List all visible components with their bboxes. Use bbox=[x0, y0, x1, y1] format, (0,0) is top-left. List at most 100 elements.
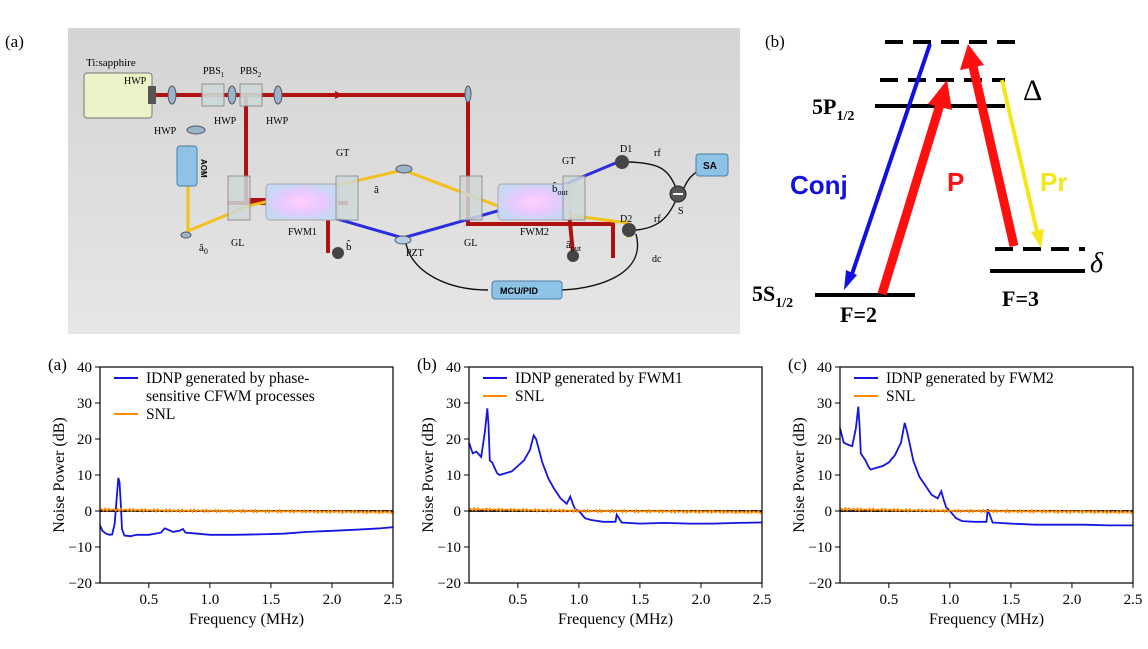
y-tick-label: 0 bbox=[85, 504, 93, 520]
plot-frame bbox=[468, 366, 763, 584]
x-tick-label: 1.0 bbox=[570, 592, 589, 608]
aout-label: âout bbox=[566, 239, 582, 253]
y-axis-label: Noise Power (dB) bbox=[791, 417, 808, 533]
x-tick-label: 2.0 bbox=[692, 592, 711, 608]
fwm1-label: FWM1 bbox=[288, 227, 317, 238]
x-tick-label: 2.5 bbox=[384, 592, 403, 608]
pbs-2 bbox=[239, 83, 263, 107]
y-tick-label: −20 bbox=[809, 576, 832, 592]
y-tick-label: 20 bbox=[446, 432, 461, 448]
d1-label: D1 bbox=[620, 144, 632, 155]
gt-1 bbox=[335, 175, 359, 221]
setup-background bbox=[68, 28, 740, 334]
detector-d1 bbox=[615, 155, 629, 169]
pr-label: Pr bbox=[1040, 167, 1067, 197]
x-tick-label: 1.5 bbox=[1002, 592, 1021, 608]
y-tick-label: −10 bbox=[438, 540, 461, 556]
f2-label: F=2 bbox=[840, 302, 877, 327]
noise-chart-1: (a) 40 30 20 10 0 −10 −20 0.5 1.0 1.5 2.0 2.5 Frequen… bbox=[48, 355, 402, 628]
beam-dump-1 bbox=[332, 247, 344, 259]
delta-label: Δ bbox=[1023, 74, 1042, 107]
rf-cable-1 bbox=[628, 161, 677, 189]
p-arrowhead-1 bbox=[928, 80, 952, 110]
sa-label: SA bbox=[703, 161, 717, 172]
pump-arrow bbox=[335, 91, 343, 99]
legend-label-snl: SNL bbox=[515, 388, 544, 405]
a-label: â bbox=[374, 184, 379, 196]
legend-label-snl: SNL bbox=[886, 388, 915, 405]
p-arrow-2 bbox=[967, 60, 1019, 248]
y-tick-label: 10 bbox=[446, 468, 461, 484]
y-axis-label: Noise Power (dB) bbox=[51, 417, 68, 533]
laser-aperture bbox=[148, 86, 156, 104]
noise-chart-3: (c) 40 30 20 10 0 −10 −20 0.5 1.0 1.5 2.0 2.5 Frequen… bbox=[788, 355, 1142, 628]
y-tick-label: 0 bbox=[454, 504, 462, 520]
p-arrowhead-2 bbox=[960, 44, 984, 70]
y-axis-label: Noise Power (dB) bbox=[420, 417, 437, 533]
x-tick-label: 2.5 bbox=[1124, 592, 1143, 608]
y-tick-label: 20 bbox=[77, 432, 92, 448]
hwp-4 bbox=[186, 125, 206, 135]
pump-beam-main bbox=[156, 93, 615, 258]
gt-2 bbox=[562, 175, 586, 221]
x-tick-label: 2.0 bbox=[323, 592, 342, 608]
y-tick-label: 30 bbox=[446, 396, 461, 412]
plot-frame bbox=[839, 366, 1134, 584]
snl-series-line bbox=[468, 506, 763, 515]
noise-chart-2: (b) 40 30 20 10 0 −10 −20 0.5 1.0 1.5 2.0 2.5 Frequen… bbox=[417, 355, 771, 628]
hwp-label-3: HWP bbox=[266, 116, 289, 127]
chart-panel-label: (a) bbox=[48, 355, 67, 374]
pbs-1 bbox=[201, 83, 225, 107]
pzt-label: PZT bbox=[406, 248, 424, 259]
legend-label-idnp: IDNP generated by FWM1 bbox=[515, 370, 683, 387]
detector-d2 bbox=[622, 223, 636, 237]
b-label: b̂ bbox=[346, 239, 352, 253]
pr-arrowhead bbox=[1031, 229, 1044, 248]
beam-dump-2 bbox=[567, 250, 579, 262]
y-tick-label: −20 bbox=[69, 576, 92, 592]
pzt-mirror bbox=[394, 235, 412, 245]
mirror-1 bbox=[464, 85, 472, 103]
setup-panel-label: (a) bbox=[5, 32, 24, 51]
mirror-2 bbox=[395, 164, 413, 174]
y-tick-label: 20 bbox=[817, 432, 832, 448]
x-tick-label: 0.5 bbox=[139, 592, 158, 608]
pid-cable bbox=[405, 243, 489, 291]
chart-panel-label: (b) bbox=[417, 355, 437, 374]
y-tick-label: 10 bbox=[77, 468, 92, 484]
idnp-series-line bbox=[468, 408, 763, 525]
y-tick-label: 40 bbox=[446, 360, 461, 376]
y-tick-label: −20 bbox=[438, 576, 461, 592]
hwp-label-2: HWP bbox=[214, 116, 237, 127]
x-tick-label: 1.0 bbox=[201, 592, 220, 608]
y-tick-label: 30 bbox=[77, 396, 92, 412]
dc-label: dc bbox=[652, 254, 662, 265]
idnp-series-line bbox=[839, 406, 1133, 527]
spectrum-analyzer bbox=[695, 153, 729, 177]
level-5p-label: 5P1/2 bbox=[812, 94, 854, 124]
noise-charts: (a) 40 30 20 10 0 −10 −20 0.5 1.0 1.5 2.0 2.5 Frequen… bbox=[48, 355, 1142, 628]
snl-series-line bbox=[99, 507, 394, 515]
rf-label-1: rf bbox=[654, 148, 661, 159]
laser-label: Ti:sapphire bbox=[86, 57, 136, 69]
legend-label-idnp: IDNP generated by phase- bbox=[146, 370, 309, 387]
conj-arrowhead bbox=[844, 270, 857, 290]
mirror-3 bbox=[180, 231, 192, 239]
y-tick-label: −10 bbox=[69, 540, 92, 556]
gt-label-1: GT bbox=[336, 148, 349, 159]
dc-cable bbox=[557, 233, 639, 291]
x-axis-label: Frequency (MHz) bbox=[189, 611, 304, 628]
y-tick-label: −10 bbox=[809, 540, 832, 556]
aom-box bbox=[176, 145, 198, 187]
idnp-series-line bbox=[99, 477, 394, 538]
p-label: P bbox=[947, 167, 964, 197]
bout-label: b̂out bbox=[552, 181, 569, 197]
fwm1-cell bbox=[265, 183, 339, 221]
gl-2 bbox=[459, 175, 483, 221]
hwp-1 bbox=[167, 85, 177, 105]
hwp-label-1: HWP bbox=[124, 76, 147, 87]
f3-label: F=3 bbox=[1002, 286, 1039, 311]
x-tick-label: 1.0 bbox=[941, 592, 960, 608]
gl-label-1: GL bbox=[231, 238, 244, 249]
conj-arrow bbox=[848, 43, 932, 281]
